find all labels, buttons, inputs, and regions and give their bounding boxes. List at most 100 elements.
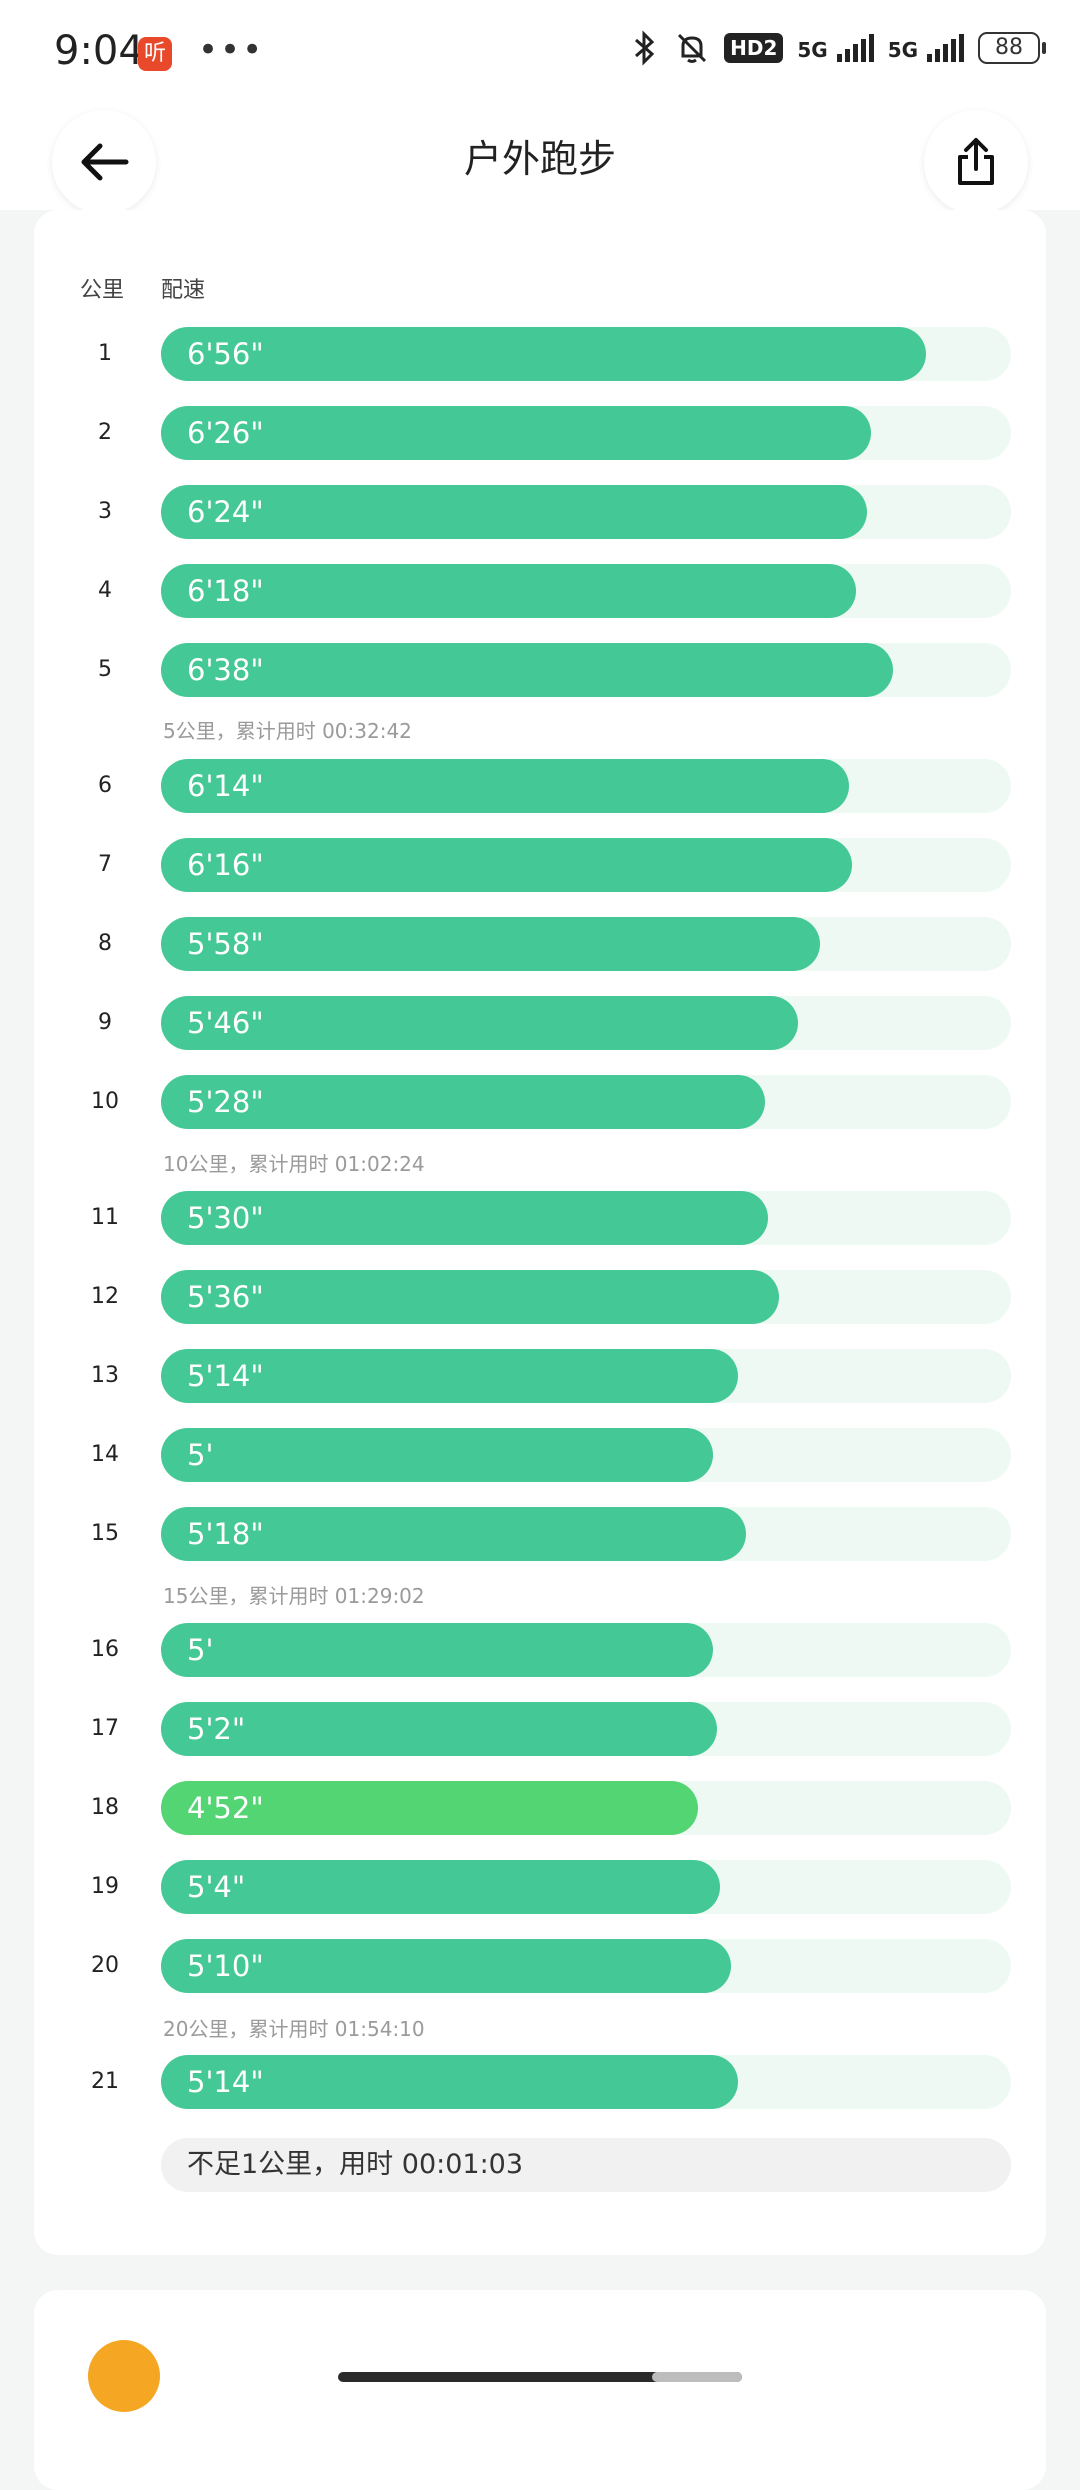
km-label: 4 — [98, 578, 112, 603]
back-button[interactable] — [52, 110, 156, 214]
pace-value: 5' — [187, 1438, 214, 1472]
pace-track: 5'4" — [161, 1860, 1011, 1914]
pace-value: 5'14" — [187, 2065, 264, 2099]
km-label: 19 — [91, 1874, 119, 1899]
pace-bar: 6'38" — [161, 643, 893, 697]
km-label: 20 — [91, 1953, 119, 1978]
pace-track: 5' — [161, 1623, 1011, 1677]
km-label: 2 — [98, 420, 112, 445]
share-button[interactable] — [924, 110, 1028, 214]
pace-track: 5'30" — [161, 1191, 1011, 1245]
status-bar: 9:04 听 ••• HD2 5G 5G 88 — [0, 0, 1080, 110]
pace-value: 5'18" — [187, 1517, 264, 1551]
pace-bar: 5'36" — [161, 1270, 779, 1324]
pace-row: 16 5' — [0, 1623, 1080, 1677]
km-label: 15 — [91, 1521, 119, 1546]
network-type-label-2: 5G — [887, 38, 919, 62]
pace-track: 5'18" — [161, 1507, 1011, 1561]
pace-track: 5'28" — [161, 1075, 1011, 1129]
km-label: 8 — [98, 931, 112, 956]
km-label: 14 — [91, 1442, 119, 1467]
pace-row: 8 5'58" — [0, 917, 1080, 971]
pace-row: 21 5'14" — [0, 2055, 1080, 2109]
pace-row: 11 5'30" — [0, 1191, 1080, 1245]
pace-track: 5'14" — [161, 2055, 1011, 2109]
km-label: 6 — [98, 773, 112, 798]
pace-row: 5 6'38" — [0, 643, 1080, 697]
status-icons: HD2 5G 5G 88 — [630, 30, 1046, 66]
home-indicator[interactable] — [338, 2372, 742, 2382]
pace-row: 2 6'26" — [0, 406, 1080, 460]
pace-bar: 5' — [161, 1623, 713, 1677]
pace-row: 4 6'18" — [0, 564, 1080, 618]
pace-bar: 6'56" — [161, 327, 926, 381]
pace-value: 5'36" — [187, 1280, 264, 1314]
pace-track: 6'24" — [161, 485, 1011, 539]
pace-row: 17 5'2" — [0, 1702, 1080, 1756]
pace-track: 6'14" — [161, 759, 1011, 813]
pace-row: 15 5'18" — [0, 1507, 1080, 1561]
km-label: 9 — [98, 1010, 112, 1035]
pace-value: 5'14" — [187, 1359, 264, 1393]
km-label: 11 — [91, 1205, 119, 1230]
pace-value: 5'4" — [187, 1870, 246, 1904]
pace-value: 5'10" — [187, 1949, 264, 1983]
pace-row: 10 5'28" — [0, 1075, 1080, 1129]
cumulative-split-label: 15公里，累计用时 01:29:02 — [163, 1584, 425, 1608]
pace-bar: 5'18" — [161, 1507, 746, 1561]
pace-track: 5'14" — [161, 1349, 1011, 1403]
bluetooth-icon — [635, 30, 655, 66]
pace-row: 20 5'10" — [0, 1939, 1080, 1993]
pace-bar: 5'46" — [161, 996, 798, 1050]
pace-value: 6'56" — [187, 337, 264, 371]
pace-bar: 5'14" — [161, 1349, 738, 1403]
pace-row: 18 4'52" — [0, 1781, 1080, 1835]
column-header-km: 公里 — [80, 278, 125, 303]
pace-value: 6'14" — [187, 769, 264, 803]
km-label: 3 — [98, 499, 112, 524]
pace-value: 6'16" — [187, 848, 264, 882]
hd-voice-badge: HD2 — [724, 33, 784, 63]
cumulative-split-label: 10公里，累计用时 01:02:24 — [163, 1152, 425, 1176]
pace-value: 5'58" — [187, 927, 264, 961]
pace-value: 5'46" — [187, 1006, 264, 1040]
app-notification-icon: 听 — [138, 37, 172, 71]
pace-track: 6'18" — [161, 564, 1011, 618]
pace-row: 9 5'46" — [0, 996, 1080, 1050]
more-notifications-icon: ••• — [198, 30, 265, 70]
pace-value: 5'28" — [187, 1085, 264, 1119]
km-label: 21 — [91, 2069, 119, 2094]
pace-track: 4'52" — [161, 1781, 1011, 1835]
remainder-text: 不足1公里，用时 00:01:03 — [187, 2149, 524, 2180]
km-label: 10 — [91, 1089, 119, 1114]
pace-value: 6'26" — [187, 416, 264, 450]
pace-bar: 5' — [161, 1428, 713, 1482]
pace-row: 14 5' — [0, 1428, 1080, 1482]
column-header-pace: 配速 — [161, 278, 206, 303]
pace-row: 1 6'56" — [0, 327, 1080, 381]
remainder-row: 不足1公里，用时 00:01:03 — [161, 2138, 1011, 2192]
pace-row: 12 5'36" — [0, 1270, 1080, 1324]
page-title: 户外跑步 — [463, 137, 616, 181]
pace-row: 3 6'24" — [0, 485, 1080, 539]
pace-bar: 5'30" — [161, 1191, 768, 1245]
cumulative-split-label: 20公里，累计用时 01:54:10 — [163, 2017, 425, 2041]
pace-value: 5'30" — [187, 1201, 264, 1235]
pace-row: 6 6'14" — [0, 759, 1080, 813]
share-icon — [958, 138, 994, 185]
status-time: 9:04 — [54, 28, 144, 74]
km-label: 1 — [98, 341, 112, 366]
pace-value: 6'18" — [187, 574, 264, 608]
pace-bar: 6'18" — [161, 564, 856, 618]
pace-bar-fastest: 4'52" — [161, 1781, 698, 1835]
pace-track: 6'38" — [161, 643, 1011, 697]
pace-bar: 5'10" — [161, 1939, 731, 1993]
back-arrow-icon — [81, 143, 129, 181]
pace-value: 4'52" — [187, 1791, 264, 1825]
mute-bell-icon — [678, 33, 707, 63]
km-label: 7 — [98, 852, 112, 877]
pace-bar: 5'2" — [161, 1702, 717, 1756]
pace-value: 5' — [187, 1633, 214, 1667]
pace-track: 5'46" — [161, 996, 1011, 1050]
pace-track: 5'10" — [161, 1939, 1011, 1993]
